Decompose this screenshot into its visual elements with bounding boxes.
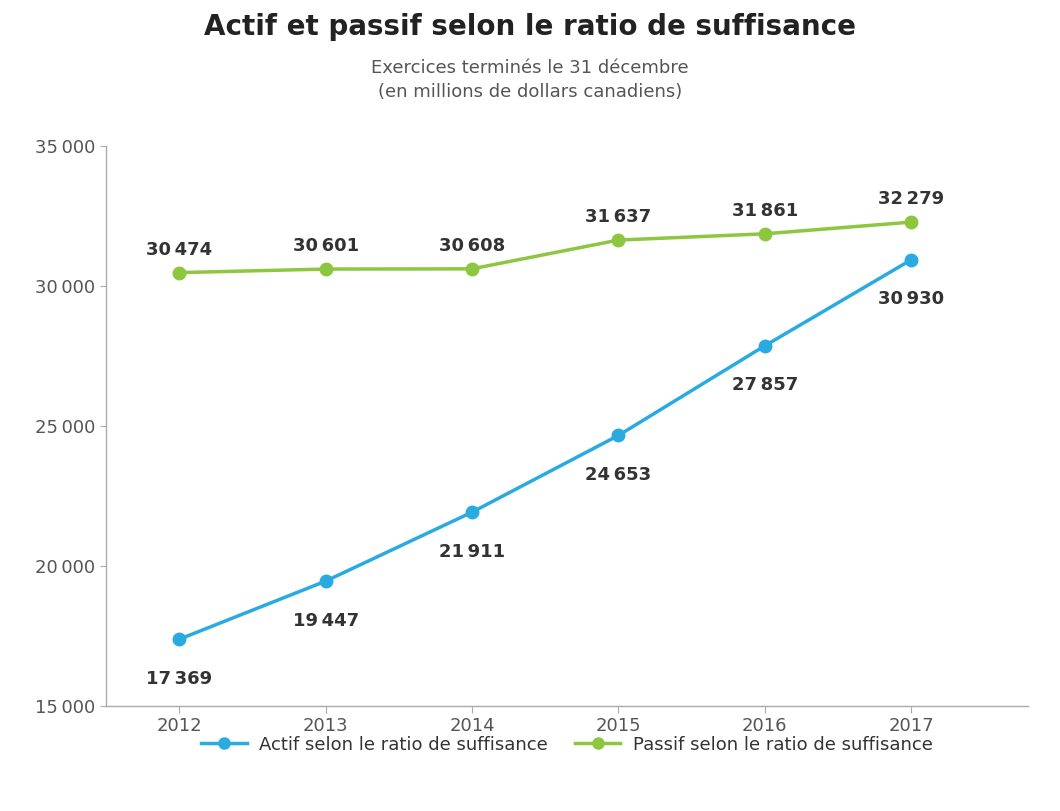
Text: Exercices terminés le 31 décembre: Exercices terminés le 31 décembre (371, 59, 689, 77)
Text: 31 861: 31 861 (731, 202, 798, 220)
Text: 30 474: 30 474 (146, 241, 212, 259)
Legend: Actif selon le ratio de suffisance, Passif selon le ratio de suffisance: Actif selon le ratio de suffisance, Pass… (194, 728, 940, 761)
Text: 32 279: 32 279 (878, 191, 944, 208)
Text: 17 369: 17 369 (146, 670, 212, 688)
Text: 30 601: 30 601 (293, 237, 358, 255)
Text: 24 653: 24 653 (585, 466, 652, 484)
Text: 30 930: 30 930 (878, 290, 944, 308)
Text: Actif et passif selon le ratio de suffisance: Actif et passif selon le ratio de suffis… (204, 12, 856, 41)
Text: (en millions de dollars canadiens): (en millions de dollars canadiens) (377, 84, 683, 101)
Text: 21 911: 21 911 (439, 543, 505, 560)
Text: 30 608: 30 608 (439, 237, 505, 255)
Text: 31 637: 31 637 (585, 208, 652, 226)
Text: 27 857: 27 857 (731, 376, 798, 394)
Text: 19 447: 19 447 (293, 611, 358, 629)
